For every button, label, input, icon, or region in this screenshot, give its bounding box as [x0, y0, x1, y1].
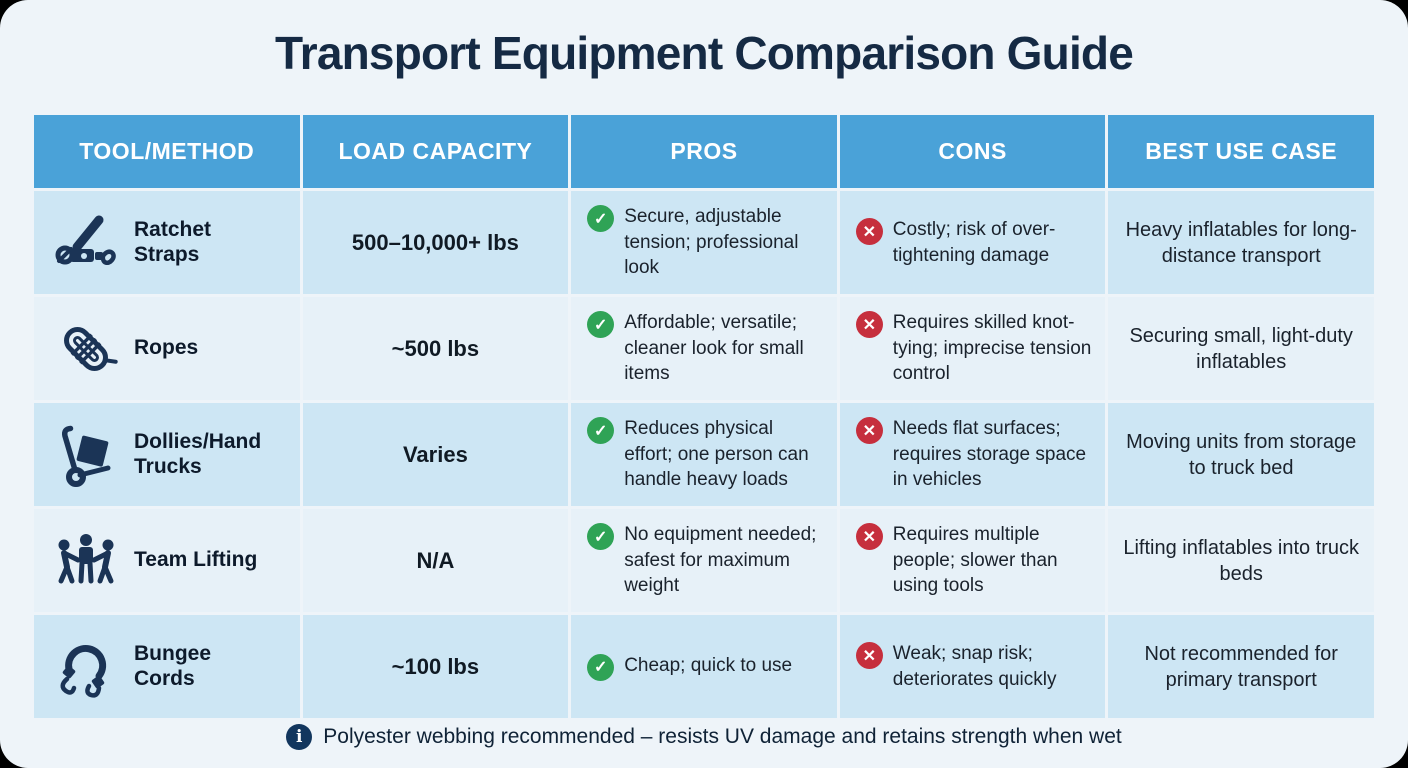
- table-row: Team Lifting N/A ✓ No equipment needed; …: [34, 509, 1374, 612]
- cons-text: Weak; snap risk; deteriorates quickly: [892, 643, 1057, 690]
- cons-cell: ✕ Costly; risk of over-tightening damage: [839, 191, 1106, 294]
- best-use-cell: Not recommended for primary transport: [1108, 615, 1374, 718]
- tool-name: Team Lifting: [134, 548, 258, 572]
- pros-text: Secure, adjustable tension; professional…: [624, 206, 799, 279]
- best-use-cell: Heavy inflatables for long-distance tran…: [1108, 191, 1374, 294]
- cross-icon: ✕: [855, 417, 883, 445]
- rope-icon: [46, 317, 126, 381]
- check-icon: ✓: [587, 653, 615, 681]
- pros-text: No equipment needed; safest for maximum …: [624, 524, 817, 597]
- check-icon: ✓: [587, 311, 615, 339]
- hand-truck-icon: [46, 423, 126, 487]
- cons-cell: ✕ Weak; snap risk; deteriorates quickly: [839, 615, 1106, 718]
- table-row: Dollies/Hand Trucks Varies ✓ Reduces phy…: [34, 403, 1374, 506]
- tool-name: Ropes: [134, 336, 199, 360]
- pros-cell: ✓ Secure, adjustable tension; profession…: [571, 191, 837, 294]
- table-row: Bungee Cords ~100 lbs ✓ Cheap; quick to …: [34, 615, 1374, 718]
- info-icon: i: [286, 724, 313, 750]
- check-icon: ✓: [587, 205, 615, 233]
- pros-cell: ✓ Reduces physical effort; one person ca…: [571, 403, 837, 506]
- cons-cell: ✕ Requires skilled knot-tying; imprecise…: [839, 297, 1106, 400]
- cross-icon: ✕: [855, 218, 883, 246]
- footnote: i Polyester webbing recommended – resist…: [0, 724, 1408, 750]
- cons-cell: ✕ Needs flat surfaces; requires storage …: [839, 403, 1106, 506]
- load-capacity-cell: ~100 lbs: [302, 615, 569, 718]
- tool-cell: Dollies/Hand Trucks: [34, 403, 300, 506]
- check-icon: ✓: [587, 417, 615, 445]
- cons-text: Requires multiple people; slower than us…: [892, 524, 1058, 597]
- pros-cell: ✓ No equipment needed; safest for maximu…: [571, 509, 837, 612]
- table-header-row: TOOL/METHOD LOAD CAPACITY PROS CONS BEST…: [34, 115, 1374, 188]
- cons-text: Requires skilled knot-tying; imprecise t…: [892, 312, 1092, 385]
- load-capacity-cell: ~500 lbs: [302, 297, 569, 400]
- cons-text: Needs flat surfaces; requires storage sp…: [892, 418, 1087, 491]
- header-cons: CONS: [839, 115, 1106, 188]
- pros-cell: ✓ Affordable; versatile; cleaner look fo…: [571, 297, 837, 400]
- team-lifting-icon: [46, 529, 126, 593]
- tool-name: Ratchet Straps: [134, 217, 212, 266]
- best-use-cell: Lifting inflatables into truck beds: [1108, 509, 1374, 612]
- tool-cell: Ratchet Straps: [34, 191, 300, 294]
- ratchet-strap-icon: [46, 211, 126, 275]
- bungee-cord-icon: [46, 635, 126, 699]
- tool-name: Bungee Cords: [134, 641, 212, 690]
- check-icon: ✓: [587, 523, 615, 551]
- cross-icon: ✕: [855, 523, 883, 551]
- best-use-cell: Moving units from storage to truck bed: [1108, 403, 1374, 506]
- cross-icon: ✕: [855, 642, 883, 670]
- tool-cell: Bungee Cords: [34, 615, 300, 718]
- tool-cell: Team Lifting: [34, 509, 300, 612]
- pros-text: Cheap; quick to use: [624, 654, 793, 676]
- cons-text: Costly; risk of over-tightening damage: [892, 219, 1056, 266]
- load-capacity-cell: N/A: [302, 509, 569, 612]
- header-pros: PROS: [571, 115, 837, 188]
- load-capacity-cell: Varies: [302, 403, 569, 506]
- header-tool-method: TOOL/METHOD: [34, 115, 300, 188]
- tool-cell: Ropes: [34, 297, 300, 400]
- best-use-cell: Securing small, light-duty inflatables: [1108, 297, 1374, 400]
- footnote-text: Polyester webbing recommended – resists …: [323, 725, 1122, 748]
- table-row: Ratchet Straps 500–10,000+ lbs ✓ Secure,…: [34, 191, 1374, 294]
- page-title: Transport Equipment Comparison Guide: [274, 27, 1134, 79]
- cross-icon: ✕: [855, 311, 883, 339]
- pros-text: Reduces physical effort; one person can …: [624, 418, 809, 491]
- pros-text: Affordable; versatile; cleaner look for …: [624, 312, 804, 385]
- tool-name: Dollies/Hand Trucks: [134, 429, 262, 478]
- header-best-use-case: BEST USE CASE: [1108, 115, 1374, 188]
- table-row: Ropes ~500 lbs ✓ Affordable; versatile; …: [34, 297, 1374, 400]
- pros-cell: ✓ Cheap; quick to use: [571, 615, 837, 718]
- cons-cell: ✕ Requires multiple people; slower than …: [839, 509, 1106, 612]
- comparison-table: TOOL/METHOD LOAD CAPACITY PROS CONS BEST…: [34, 115, 1374, 718]
- load-capacity-cell: 500–10,000+ lbs: [302, 191, 569, 294]
- header-load-capacity: LOAD CAPACITY: [302, 115, 569, 188]
